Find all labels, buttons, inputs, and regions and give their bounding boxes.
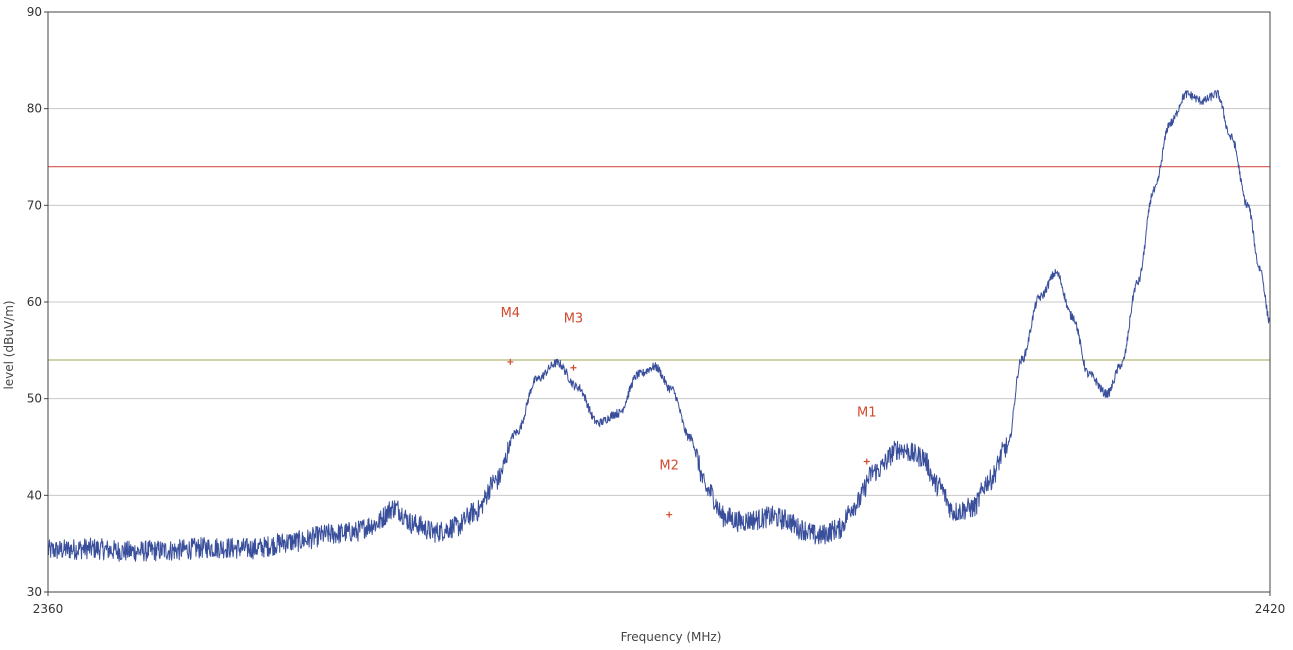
marker-label: M3	[564, 312, 584, 327]
marker-point	[863, 458, 870, 465]
marker-point	[570, 364, 577, 371]
series-line	[47, 89, 1271, 562]
marker-label: M1	[857, 406, 877, 421]
y-axis-ticks: 30 40 50 60 70 80 90	[27, 5, 48, 599]
x-axis-title: Frequency (MHz)	[621, 630, 722, 644]
series-group	[47, 89, 1271, 562]
x-tick-label: 2420	[1255, 602, 1286, 616]
marker-label: M2	[659, 459, 679, 474]
y-tick-label: 90	[27, 5, 42, 19]
y-tick-label: 60	[27, 295, 42, 309]
y-tick-label: 30	[27, 585, 42, 599]
y-tick-label: 40	[27, 488, 42, 502]
x-tick-label: 2360	[33, 602, 64, 616]
x-axis-ticks: 2360 2420	[33, 592, 1286, 616]
y-axis-title: level (dBuV/m)	[2, 300, 16, 389]
marker-point	[507, 358, 514, 365]
y-tick-label: 70	[27, 198, 42, 212]
y-tick-label: 80	[27, 102, 42, 116]
limit-lines	[48, 166, 1270, 361]
marker-point	[666, 511, 673, 518]
marker-label: M4	[501, 306, 521, 321]
y-tick-label: 50	[27, 392, 42, 406]
markers-group: M1 M2 M3 M4	[501, 306, 877, 518]
